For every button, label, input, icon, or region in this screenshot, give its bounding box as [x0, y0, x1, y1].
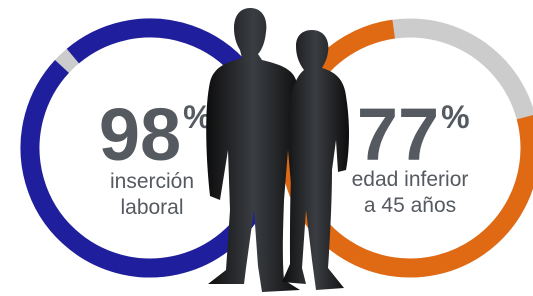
gauge-label: laboral: [120, 196, 183, 219]
percent-value: 77: [357, 93, 439, 176]
gauge-label: a 45 años: [364, 194, 456, 217]
percent-value: 98: [99, 93, 181, 176]
gauge-label: inserción: [110, 170, 194, 193]
percent-unit: %: [441, 99, 469, 135]
gauge-label: edad inferior: [352, 168, 469, 191]
infographic: 98%inserciónlaboral77%edad inferiora 45 …: [0, 0, 533, 296]
